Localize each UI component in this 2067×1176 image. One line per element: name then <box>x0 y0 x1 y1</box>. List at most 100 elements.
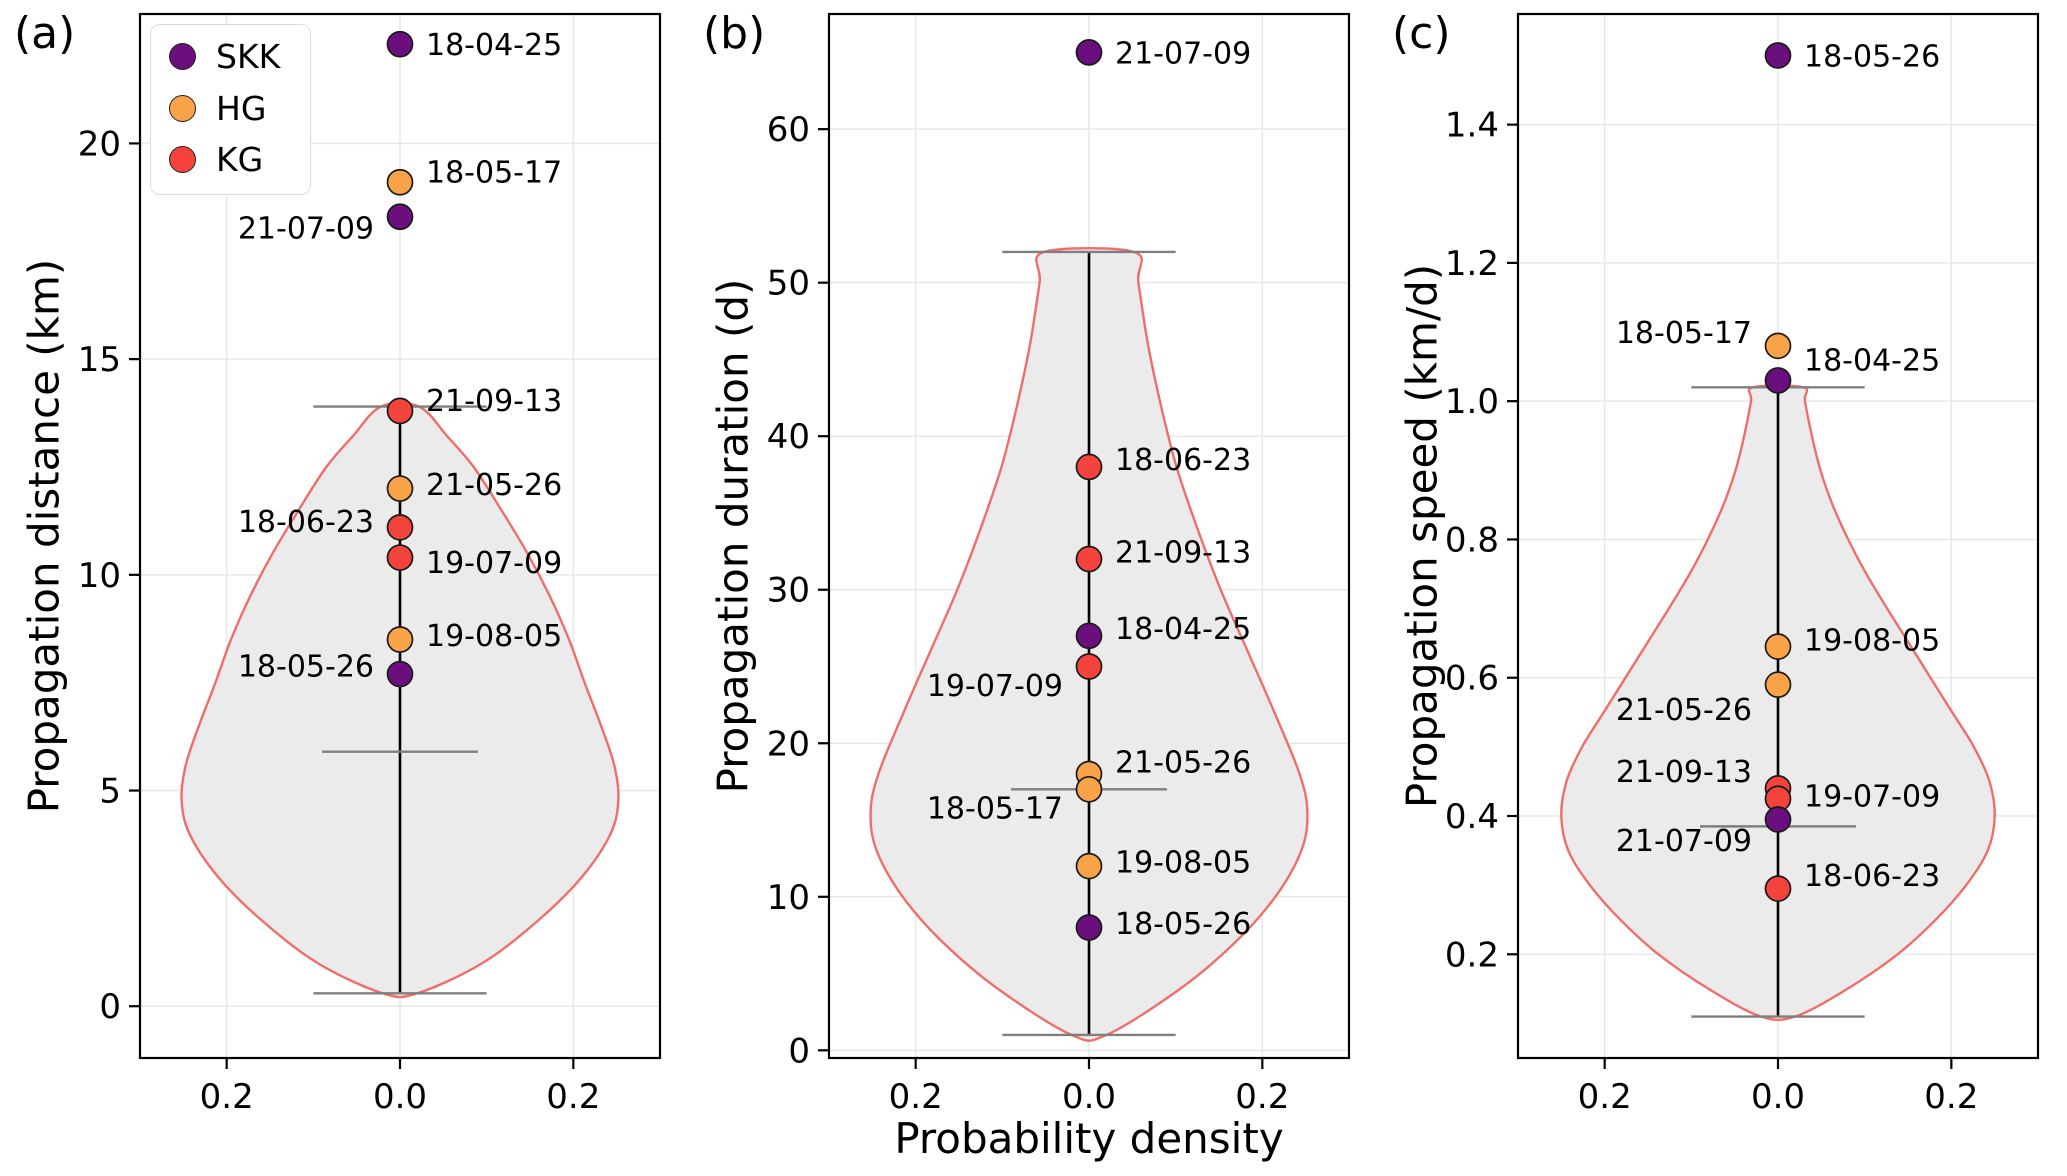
data-point-19-07-09 <box>386 544 414 571</box>
data-point-21-05-26 <box>1764 671 1792 698</box>
panel-b: 21-07-09 18-06-23 21-09-13 18-04-25 19-07-09… <box>689 0 1378 1176</box>
violin-plot-b: 21-07-09 18-06-23 21-09-13 18-04-25 19-07-09… <box>767 12 1351 1117</box>
y-tick-label: 20 <box>78 124 121 164</box>
legend-item-hg: HG <box>169 89 280 129</box>
x-tick-label: 0.0 <box>373 1077 427 1117</box>
y-tick-label: 1.2 <box>1445 244 1499 284</box>
x-tick-label: 0.2 <box>889 1077 943 1117</box>
data-point-19-08-05 <box>1764 633 1792 660</box>
data-point-18-06-23 <box>1075 453 1103 481</box>
panel-a: 18-04-25 18-05-17 21-07-09 21-09-13 21-05-26… <box>0 0 689 1176</box>
point-label-18-06-23: 18-06-23 <box>1804 859 1940 894</box>
data-point-18-06-23 <box>1764 875 1792 902</box>
y-tick-label: 0 <box>99 987 121 1027</box>
data-point-18-05-26 <box>1764 42 1792 69</box>
data-point-18-06-23 <box>386 514 414 541</box>
point-label-21-07-09: 21-07-09 <box>238 212 374 247</box>
point-label-18-05-26: 18-05-26 <box>238 649 374 684</box>
point-label-18-04-25: 18-04-25 <box>1804 344 1940 379</box>
point-label-21-09-13: 21-09-13 <box>1115 535 1251 570</box>
x-tick-label: 0.2 <box>200 1077 254 1117</box>
point-label-21-05-26: 21-05-26 <box>1616 693 1752 728</box>
data-point-21-09-13 <box>1075 545 1103 573</box>
point-label-19-08-05: 19-08-05 <box>426 619 562 654</box>
x-tick-label: 0.0 <box>1751 1077 1805 1117</box>
legend-label-hg: HG <box>216 88 267 128</box>
panel-letter-b: (b) <box>703 8 766 59</box>
data-point-19-08-05 <box>1075 852 1103 880</box>
point-label-21-05-26: 21-05-26 <box>1115 746 1251 781</box>
point-label-18-05-26: 18-05-26 <box>1115 907 1251 942</box>
data-point-18-04-25 <box>1764 367 1792 394</box>
data-point-18-05-17 <box>1075 775 1103 803</box>
point-label-19-07-09: 19-07-09 <box>927 669 1063 704</box>
point-label-18-04-25: 18-04-25 <box>426 28 562 63</box>
x-tick-label: 0.2 <box>1235 1077 1289 1117</box>
point-label-19-07-09: 19-07-09 <box>1804 779 1940 814</box>
y-tick-label: 40 <box>767 417 810 457</box>
panel-letter-c: (c) <box>1392 8 1451 59</box>
point-label-21-07-09: 21-07-09 <box>1115 36 1251 71</box>
legend-label-kg: KG <box>216 140 264 180</box>
y-tick-label: 0.4 <box>1445 797 1499 837</box>
legend-item-skk: SKK <box>169 37 280 77</box>
violin-plot-a: 18-04-25 18-05-17 21-07-09 21-09-13 21-05-26… <box>78 12 662 1117</box>
data-point-18-04-25 <box>1075 622 1103 650</box>
y-tick-label: 1.0 <box>1445 382 1499 422</box>
data-point-21-07-09 <box>386 203 414 231</box>
legend: SKK HG KG <box>150 24 312 195</box>
data-point-18-05-17 <box>1764 332 1792 360</box>
point-label-18-06-23: 18-06-23 <box>1115 443 1251 478</box>
x-tick-label: 0.0 <box>1062 1077 1116 1117</box>
point-label-21-09-13: 21-09-13 <box>426 384 562 419</box>
y-tick-label: 10 <box>767 878 810 918</box>
y-axis-label-c: Propagation speed (km/d) <box>1397 263 1447 809</box>
data-point-21-07-09 <box>1764 806 1792 833</box>
y-tick-label: 60 <box>767 110 810 150</box>
y-axis-label-b: Propagation duration (d) <box>708 278 758 794</box>
panel-c: 18-05-26 18-05-17 18-04-25 19-08-05 21-05-26… <box>1378 0 2067 1176</box>
point-label-18-05-17: 18-05-17 <box>927 792 1063 827</box>
x-tick-label: 0.2 <box>546 1077 600 1117</box>
y-tick-label: 0.6 <box>1445 659 1499 699</box>
y-tick-label: 1.4 <box>1445 106 1499 146</box>
y-axis-label-a: Propagation distance (km) <box>19 258 69 814</box>
legend-marker-hg <box>169 94 196 122</box>
data-point-18-05-26 <box>1075 914 1103 941</box>
point-label-19-08-05: 19-08-05 <box>1804 624 1940 659</box>
point-label-21-07-09: 21-07-09 <box>1616 824 1752 859</box>
data-point-21-07-09 <box>1075 39 1103 66</box>
point-label-18-06-23: 18-06-23 <box>238 505 374 540</box>
y-tick-label: 15 <box>78 340 121 380</box>
point-label-18-05-26: 18-05-26 <box>1804 39 1940 74</box>
x-tick-label: 0.2 <box>1578 1077 1632 1117</box>
y-tick-label: 10 <box>78 556 121 596</box>
point-label-21-09-13: 21-09-13 <box>1616 755 1752 790</box>
data-point-18-05-26 <box>386 660 414 688</box>
data-point-19-07-09 <box>1075 653 1103 680</box>
y-tick-label: 0.8 <box>1445 520 1499 560</box>
point-label-19-07-09: 19-07-09 <box>426 546 562 581</box>
point-label-18-05-17: 18-05-17 <box>1616 316 1752 351</box>
legend-marker-kg <box>169 146 196 174</box>
data-point-21-09-13 <box>386 397 414 425</box>
violin-plot-c: 18-05-26 18-05-17 18-04-25 19-08-05 21-05-26… <box>1445 12 2040 1117</box>
data-point-19-08-05 <box>386 626 414 653</box>
data-point-18-04-25 <box>386 30 414 58</box>
data-point-18-05-17 <box>386 168 414 196</box>
y-tick-label: 20 <box>767 724 810 764</box>
point-label-21-05-26: 21-05-26 <box>426 468 562 503</box>
y-tick-label: 5 <box>99 772 121 812</box>
legend-label-skk: SKK <box>216 37 281 76</box>
x-tick-label: 0.2 <box>1924 1077 1978 1117</box>
x-axis-label: Probability density <box>894 1114 1284 1163</box>
panel-letter-a: (a) <box>14 8 76 59</box>
y-tick-label: 30 <box>767 571 810 611</box>
point-label-19-08-05: 19-08-05 <box>1115 845 1251 880</box>
y-tick-label: 0 <box>788 1031 810 1071</box>
legend-item-kg: KG <box>169 140 280 180</box>
y-tick-label: 0.2 <box>1445 935 1499 975</box>
data-point-21-05-26 <box>386 475 414 502</box>
y-tick-label: 50 <box>767 264 810 304</box>
